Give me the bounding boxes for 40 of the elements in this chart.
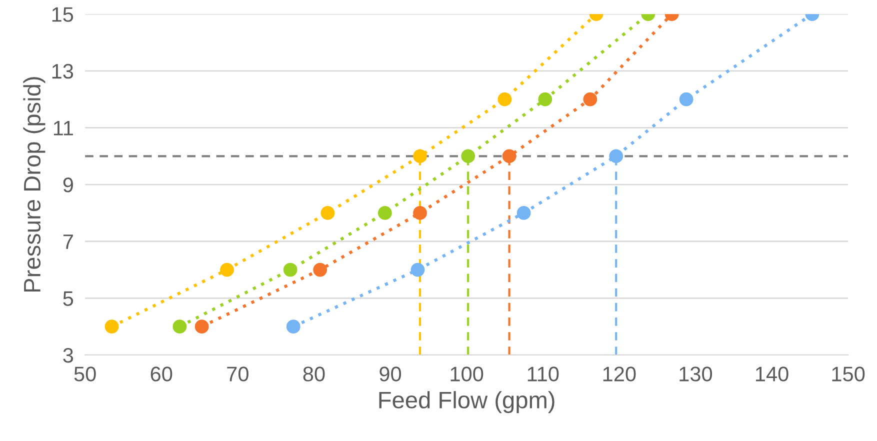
y-tick-label: 5 [63,291,74,306]
point [313,262,328,277]
point [378,206,392,220]
point [461,149,476,164]
point [516,206,531,220]
x-tick-label: 150 [832,366,865,382]
point [679,92,694,106]
point [410,262,425,277]
y-tick-label: 7 [63,234,73,249]
point [413,206,427,220]
point [104,320,119,334]
x-tick-label: 70 [227,366,248,382]
point [502,149,516,164]
point [320,206,335,220]
point [538,92,552,106]
point [283,262,298,277]
y-tick-label: 13 [52,64,74,79]
y-axis-title: Pressure Drop (psid) [23,77,46,292]
point [172,320,187,334]
y-tick-label: 11 [54,120,73,136]
x-tick-label: 110 [528,366,559,382]
point [220,262,234,277]
x-tick-label: 60 [150,366,172,382]
point [498,92,512,106]
point [413,149,427,164]
x-tick-label: 90 [380,366,402,382]
x-tick-label: 50 [74,366,96,382]
y-tick-label: 3 [63,348,74,363]
y-tick-label: 15 [52,7,74,22]
x-tick-label: 130 [680,366,712,382]
point [286,320,300,334]
point [194,320,209,334]
x-tick-label: 80 [303,366,325,382]
x-axis-title: Feed Flow (gpm) [379,391,554,414]
y-tick-label: 9 [63,178,73,192]
point [609,149,624,164]
point [583,92,598,106]
x-tick-label: 120 [603,366,636,382]
x-tick-label: 100 [450,366,484,382]
x-tick-label: 140 [756,366,788,382]
